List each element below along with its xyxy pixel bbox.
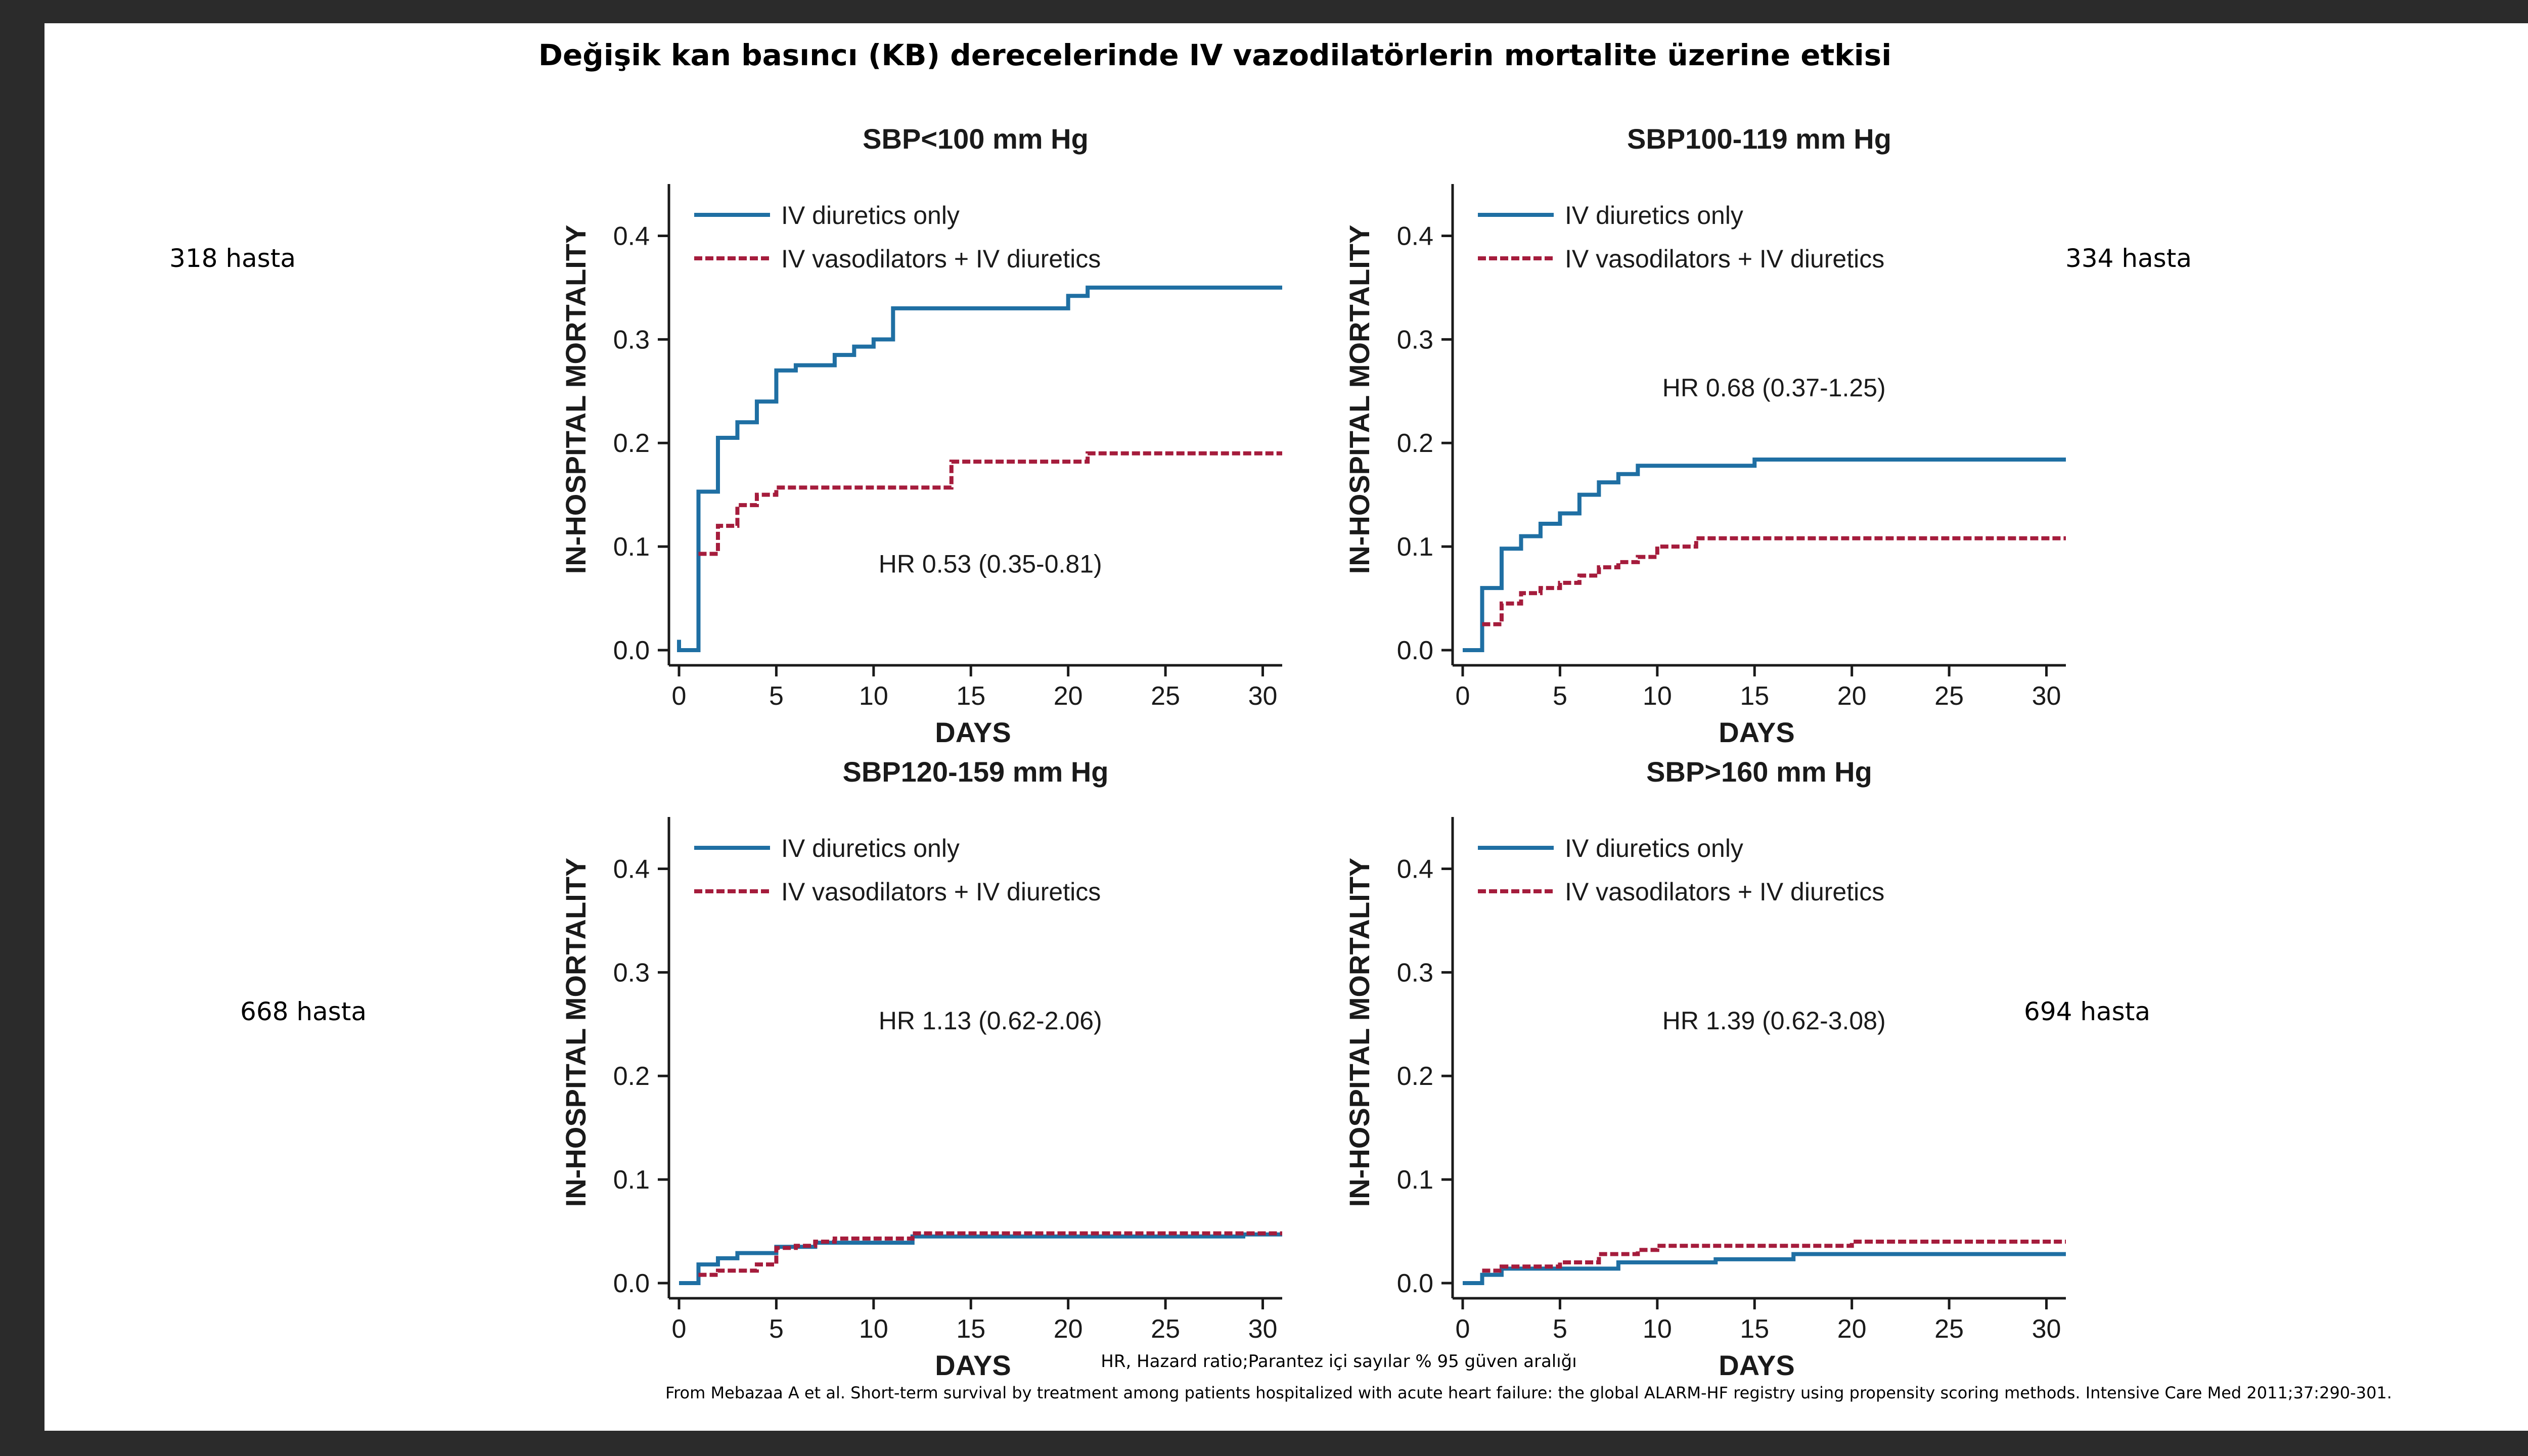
x-tick-label: 25 (1934, 681, 1964, 711)
legend-label: IV vasodilators + IV diuretics (1565, 245, 1884, 273)
y-tick-label: 0.3 (613, 325, 650, 354)
x-tick-label: 0 (1456, 681, 1470, 711)
y-tick-label: 0.0 (613, 1269, 650, 1298)
x-tick-label: 5 (769, 1314, 784, 1344)
hazard-ratio-label: HR 1.13 (0.62-2.06) (879, 1007, 1102, 1035)
y-tick-label: 0.3 (1397, 958, 1433, 987)
slide-title: Değişik kan basıncı (KB) derecelerinde I… (538, 38, 1891, 72)
series-line-diuretics-only (677, 285, 1282, 652)
y-tick-label: 0.1 (1397, 1165, 1433, 1195)
chart-panels: SBP<100 mm Hg 0.0 0.1 0.2 0.3 0.4 0 5 10 15 20 25 30… (560, 123, 2066, 1381)
y-tick-label: 0.1 (613, 532, 650, 562)
y-tick-label: 0.4 (613, 854, 650, 884)
y-tick-label: 0.0 (613, 636, 650, 665)
x-tick-label: 0 (1456, 1314, 1470, 1344)
x-tick-label: 5 (1553, 681, 1567, 711)
legend-label: IV vasodilators + IV diuretics (781, 245, 1101, 273)
patient-count-label: 694 hasta (2024, 997, 2150, 1026)
series-line-vasodilators (1482, 536, 2066, 626)
x-tick-label: 0 (672, 1314, 687, 1344)
x-axis-label: DAYS (1719, 1349, 1794, 1381)
y-tick-label: 0.0 (1397, 1269, 1433, 1298)
hazard-ratio-label: HR 0.68 (0.37-1.25) (1662, 374, 1886, 402)
chart-panel: SBP120-159 mm Hg 0.0 0.1 0.2 0.3 0.4 0 5 10 15 20 2… (560, 756, 1282, 1381)
x-tick-label: 20 (1837, 1314, 1867, 1344)
x-tick-label: 30 (2032, 1314, 2061, 1344)
x-tick-label: 20 (1837, 681, 1867, 711)
x-tick-label: 10 (1643, 681, 1672, 711)
x-tick-label: 10 (859, 681, 888, 711)
legend-label: IV diuretics only (1565, 201, 1743, 230)
x-tick-label: 30 (2032, 681, 2061, 711)
source-citation: From Mebazaa A et al. Short-term surviva… (665, 1383, 2392, 1402)
y-tick-label: 0.1 (1397, 532, 1433, 562)
x-tick-label: 30 (1248, 1314, 1278, 1344)
y-tick-label: 0.3 (613, 958, 650, 987)
y-tick-label: 0.1 (613, 1165, 650, 1195)
y-tick-label: 0.2 (1397, 429, 1433, 458)
series-line-vasodilators (1482, 1240, 2066, 1273)
legend-label: IV vasodilators + IV diuretics (1565, 878, 1884, 906)
panel-title: SBP<100 mm Hg (863, 123, 1089, 155)
y-axis-label: IN-HOSPITAL MORTALITY (1343, 858, 1375, 1207)
x-tick-label: 20 (1054, 681, 1083, 711)
y-tick-label: 0.4 (1397, 854, 1433, 884)
chart-panel: SBP>160 mm Hg 0.0 0.1 0.2 0.3 0.4 0 5 10 15 20 25 30… (1343, 756, 2066, 1381)
x-tick-label: 0 (672, 681, 687, 711)
x-tick-label: 10 (1643, 1314, 1672, 1344)
patient-count-label: 668 hasta (240, 997, 367, 1026)
slide: Değişik kan basıncı (KB) derecelerinde I… (44, 23, 2528, 1431)
x-axis-label: DAYS (935, 716, 1011, 748)
panel-title: SBP100-119 mm Hg (1627, 123, 1891, 155)
chart-figure: Değişik kan basıncı (KB) derecelerinde I… (169, 38, 2392, 1402)
patient-count-label: 318 hasta (169, 244, 296, 273)
y-axis-label: IN-HOSPITAL MORTALITY (1343, 225, 1375, 574)
panel-title: SBP>160 mm Hg (1646, 756, 1872, 788)
series-line-vasodilators (698, 1231, 1282, 1277)
x-tick-label: 25 (1151, 681, 1180, 711)
series-line-diuretics-only (1463, 1252, 2066, 1285)
hazard-ratio-label: HR 0.53 (0.35-0.81) (879, 550, 1102, 578)
hazard-ratio-label: HR 1.39 (0.62-3.08) (1662, 1007, 1886, 1035)
x-tick-label: 25 (1151, 1314, 1180, 1344)
chart-panel: SBP<100 mm Hg 0.0 0.1 0.2 0.3 0.4 0 5 10 15 20 25 30… (560, 123, 1282, 748)
x-tick-label: 20 (1054, 1314, 1083, 1344)
y-tick-label: 0.4 (1397, 221, 1433, 251)
patient-count-label: 334 hasta (2065, 244, 2192, 273)
x-tick-label: 10 (859, 1314, 888, 1344)
x-tick-label: 15 (956, 1314, 985, 1344)
legend-label: IV diuretics only (781, 834, 960, 862)
series-line-vasodilators (698, 451, 1282, 556)
footnote: HR, Hazard ratio;Parantez içi sayılar % … (1101, 1351, 1576, 1372)
legend-label: IV vasodilators + IV diuretics (781, 878, 1101, 906)
y-tick-label: 0.2 (613, 1062, 650, 1091)
x-tick-label: 15 (956, 681, 985, 711)
x-tick-label: 15 (1740, 1314, 1769, 1344)
x-tick-label: 5 (769, 681, 784, 711)
x-tick-label: 25 (1934, 1314, 1964, 1344)
legend-label: IV diuretics only (1565, 834, 1743, 862)
y-tick-label: 0.4 (613, 221, 650, 251)
y-tick-label: 0.0 (1397, 636, 1433, 665)
y-axis-label: IN-HOSPITAL MORTALITY (560, 858, 592, 1207)
x-tick-label: 5 (1553, 1314, 1567, 1344)
series-line-diuretics-only (1463, 458, 2066, 652)
legend-label: IV diuretics only (781, 201, 960, 230)
panel-title: SBP120-159 mm Hg (842, 756, 1108, 788)
y-tick-label: 0.2 (613, 429, 650, 458)
y-axis-label: IN-HOSPITAL MORTALITY (560, 225, 592, 574)
x-axis-label: DAYS (1719, 716, 1794, 748)
x-tick-label: 30 (1248, 681, 1278, 711)
x-tick-label: 15 (1740, 681, 1769, 711)
chart-panel: SBP100-119 mm Hg 0.0 0.1 0.2 0.3 0.4 0 5 10 15 20 2… (1343, 123, 2066, 748)
y-tick-label: 0.3 (1397, 325, 1433, 354)
x-axis-label: DAYS (935, 1349, 1011, 1381)
series-line-diuretics-only (679, 1232, 1282, 1285)
y-tick-label: 0.2 (1397, 1062, 1433, 1091)
